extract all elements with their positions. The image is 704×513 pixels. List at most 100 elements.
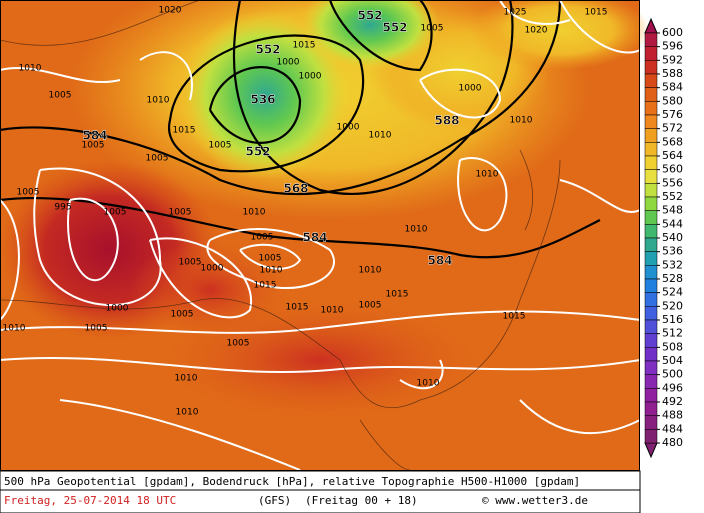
pressure-label: 1005 [49,91,72,101]
height-label: 568 [283,182,308,196]
pressure-label: 1015 [585,8,608,18]
legend-label: 560 [662,163,683,176]
pressure-label: 1005 [17,188,40,198]
legend-swatch [644,360,658,375]
height-label: 552 [357,9,382,23]
legend-label: 572 [662,122,683,135]
legend-swatch [644,401,658,416]
legend-swatch [644,101,658,116]
legend-swatch [644,196,658,211]
legend-swatch [644,142,658,157]
legend-label: 592 [662,53,683,66]
legend-swatch [644,210,658,225]
pressure-label: 1005 [146,154,169,164]
height-label: 552 [255,43,280,57]
pressure-label: 1015 [173,126,196,136]
pressure-label: 1005 [251,233,274,243]
footer-credit: © www.wetter3.de [482,494,588,507]
pressure-label: 1010 [417,379,440,389]
pressure-label: 1010 [321,306,344,316]
legend-swatch [644,114,658,129]
legend-swatch [644,347,658,362]
pressure-label: 1010 [176,408,199,418]
legend-swatch [644,32,658,47]
pressure-label: 1010 [243,208,266,218]
pressure-label: 1010 [3,324,26,334]
pressure-label: 1000 [337,123,360,133]
legend-label: 512 [662,327,683,340]
legend-label: 556 [662,176,683,189]
pressure-label: 1000 [299,72,322,82]
legend-label: 588 [662,67,683,80]
pressure-label: 1005 [421,24,444,34]
pressure-label: 1010 [260,266,283,276]
height-label: 552 [382,21,407,35]
pressure-label: 1000 [277,58,300,68]
pressure-label: 1020 [159,6,182,16]
pressure-label: 1005 [82,141,105,151]
pressure-label: 1015 [286,303,309,313]
pressure-label: 1010 [359,266,382,276]
pressure-label: 1010 [369,131,392,141]
legend-label: 600 [662,26,683,39]
pressure-label: 1010 [405,225,428,235]
map-area [0,0,650,471]
legend-swatch [644,46,658,61]
legend-label: 580 [662,94,683,107]
pressure-label: 995 [54,203,71,213]
height-label: 584 [82,129,107,143]
pressure-label: 1005 [169,208,192,218]
pressure-label: 1000 [459,84,482,94]
pressure-label: 1005 [209,141,232,151]
legend-label: 480 [662,436,683,449]
footer-description: 500 hPa Geopotential [gpdam], Bodendruck… [4,475,580,488]
pressure-label: 1010 [19,64,42,74]
legend-swatch [644,415,658,430]
legend-swatch [644,388,658,403]
height-label: 552 [245,145,270,159]
legend-swatch [644,374,658,389]
legend-label: 536 [662,245,683,258]
pressure-label: 1010 [510,116,533,126]
height-label: 584 [302,231,327,245]
legend-label: 552 [662,190,683,203]
legend-label: 520 [662,299,683,312]
legend-swatch [644,333,658,348]
legend-swatch [644,183,658,198]
legend-label: 524 [662,286,683,299]
pressure-label: 1015 [254,281,277,291]
legend-swatch [644,306,658,321]
legend-label: 568 [662,135,683,148]
pressure-label: 1005 [179,258,202,268]
legend-swatch [644,128,658,143]
legend-swatch [644,60,658,75]
legend-label: 532 [662,258,683,271]
legend-label: 500 [662,368,683,381]
legend-label: 576 [662,108,683,121]
pressure-label: 1015 [293,41,316,51]
legend-swatch [644,87,658,102]
legend-label: 596 [662,40,683,53]
legend-swatch [644,169,658,184]
legend-label: 504 [662,354,683,367]
legend-arrow [644,442,658,459]
pressure-label: 1005 [227,339,250,349]
legend-label: 548 [662,204,683,217]
legend-swatch [644,155,658,170]
legend-swatch [644,278,658,293]
legend-swatch [644,251,658,266]
legend-swatch [644,319,658,334]
pressure-label: 1005 [259,254,282,264]
pressure-label: 1025 [504,8,527,18]
pressure-label: 1005 [85,324,108,334]
pressure-label: 1005 [171,310,194,320]
pressure-label: 1010 [175,374,198,384]
footer-run: (Freitag 00 + 18) [305,494,418,507]
footer-date: Freitag, 25-07-2014 18 UTC [4,494,176,507]
legend-swatch [644,265,658,280]
legend-label: 528 [662,272,683,285]
pressure-label: 1000 [201,264,224,274]
legend-label: 584 [662,81,683,94]
